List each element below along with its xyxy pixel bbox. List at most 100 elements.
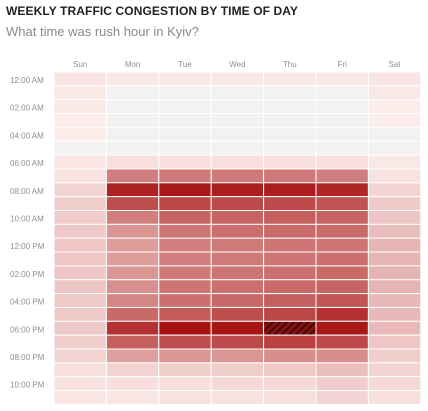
heatmap-cell bbox=[53, 376, 107, 392]
heatmap-cell bbox=[367, 154, 422, 170]
heatmap-cell bbox=[367, 126, 422, 142]
heatmap-cell bbox=[105, 210, 160, 225]
heatmap-cell bbox=[315, 237, 369, 253]
heatmap-cell bbox=[158, 320, 212, 336]
heatmap-cell bbox=[105, 334, 160, 350]
heatmap-cell bbox=[53, 390, 107, 405]
heatmap-cell bbox=[210, 113, 265, 128]
heatmap-cell bbox=[210, 196, 265, 211]
heatmap-cell bbox=[105, 265, 160, 281]
heatmap-cell bbox=[263, 140, 317, 156]
heatmap-cell bbox=[210, 85, 265, 101]
heatmap-cell bbox=[210, 223, 265, 239]
heatmap-cell bbox=[315, 390, 369, 405]
heatmap-cell bbox=[158, 113, 212, 128]
heatmap-cell bbox=[315, 71, 369, 87]
heatmap-cell bbox=[315, 334, 369, 350]
heatmap-cell bbox=[53, 334, 107, 350]
heatmap-cell bbox=[263, 251, 317, 267]
heatmap-cell bbox=[158, 376, 212, 392]
heatmap-cell bbox=[210, 376, 265, 392]
heatmap-cell bbox=[53, 126, 107, 142]
heatmap-cell bbox=[367, 196, 422, 211]
heatmap-cell bbox=[158, 140, 212, 156]
heatmap-cell bbox=[53, 251, 107, 267]
heatmap-cell bbox=[158, 334, 212, 350]
heatmap-cell bbox=[315, 196, 369, 211]
heatmap-cell bbox=[367, 306, 422, 322]
heatmap-cell bbox=[263, 362, 317, 378]
heatmap-cell bbox=[158, 154, 212, 170]
heatmap-cell bbox=[53, 85, 107, 101]
heatmap-cell bbox=[315, 306, 369, 322]
heatmap-cell bbox=[105, 279, 160, 295]
heatmap-cell bbox=[315, 348, 369, 364]
heatmap-cell bbox=[315, 279, 369, 295]
heatmap-cell bbox=[158, 293, 212, 308]
heatmap-cell bbox=[158, 99, 212, 115]
hour-label: 12:00 AM bbox=[10, 76, 44, 85]
heatmap-cell bbox=[315, 362, 369, 378]
heatmap-cell bbox=[210, 210, 265, 225]
heatmap-cell bbox=[210, 362, 265, 378]
day-label-wed: Wed bbox=[229, 60, 245, 69]
heatmap-cell bbox=[53, 113, 107, 128]
hour-label: 02:00 AM bbox=[10, 104, 44, 113]
heatmap-cell bbox=[315, 293, 369, 308]
heatmap-cell bbox=[367, 99, 422, 115]
heatmap-cell bbox=[105, 293, 160, 308]
heatmap-cell bbox=[105, 306, 160, 322]
day-label-sat: Sat bbox=[389, 60, 402, 69]
day-label-sun: Sun bbox=[73, 60, 87, 69]
day-label-tue: Tue bbox=[178, 60, 192, 69]
heatmap-cell bbox=[315, 99, 369, 115]
heatmap-cell bbox=[158, 237, 212, 253]
heatmap-cell bbox=[210, 390, 265, 405]
heatmap-cell bbox=[367, 279, 422, 295]
hour-label: 02:00 PM bbox=[10, 270, 45, 279]
heatmap-cell bbox=[315, 126, 369, 142]
heatmap-cell bbox=[263, 265, 317, 281]
heatmap-cell bbox=[263, 348, 317, 364]
heatmap-cell bbox=[210, 265, 265, 281]
heatmap-cell bbox=[105, 320, 160, 336]
heatmap-cell bbox=[53, 237, 107, 253]
heatmap-cell bbox=[105, 85, 160, 101]
heatmap-cell bbox=[105, 376, 160, 392]
heatmap-cell bbox=[315, 182, 369, 198]
hour-label: 08:00 AM bbox=[10, 187, 44, 196]
heatmap-cell bbox=[158, 182, 212, 198]
heatmap-cell bbox=[210, 279, 265, 295]
heatmap-cell bbox=[105, 113, 160, 128]
heatmap-cell bbox=[105, 126, 160, 142]
heatmap-cell bbox=[53, 265, 107, 281]
heatmap-cell bbox=[53, 306, 107, 322]
heatmap-cell bbox=[367, 265, 422, 281]
hour-label: 06:00 PM bbox=[10, 325, 45, 334]
heatmap-cell bbox=[263, 126, 317, 142]
hour-label: 06:00 AM bbox=[10, 159, 44, 168]
heatmap-cell bbox=[53, 196, 107, 211]
heatmap-cell bbox=[158, 251, 212, 267]
heatmap-cell bbox=[158, 196, 212, 211]
heatmap-cell bbox=[105, 196, 160, 211]
heatmap-cell bbox=[367, 85, 422, 101]
heatmap-cell bbox=[105, 348, 160, 364]
heatmap-cell bbox=[210, 99, 265, 115]
heatmap-cell bbox=[367, 223, 422, 239]
heatmap-cell bbox=[210, 182, 265, 198]
heatmap-cell bbox=[263, 306, 317, 322]
heatmap-cell bbox=[263, 376, 317, 392]
heatmap-cell bbox=[367, 140, 422, 156]
heatmap-cell bbox=[210, 348, 265, 364]
heatmap-cell bbox=[210, 306, 265, 322]
heatmap-cell bbox=[315, 210, 369, 225]
heatmap-cell bbox=[53, 320, 107, 336]
heatmap-cell bbox=[53, 223, 107, 239]
hour-label: 04:00 AM bbox=[10, 131, 44, 140]
heatmap-cell bbox=[315, 140, 369, 156]
heatmap-cell bbox=[367, 113, 422, 128]
heatmap-cell bbox=[367, 376, 422, 392]
hour-label: 10:00 PM bbox=[10, 381, 45, 390]
